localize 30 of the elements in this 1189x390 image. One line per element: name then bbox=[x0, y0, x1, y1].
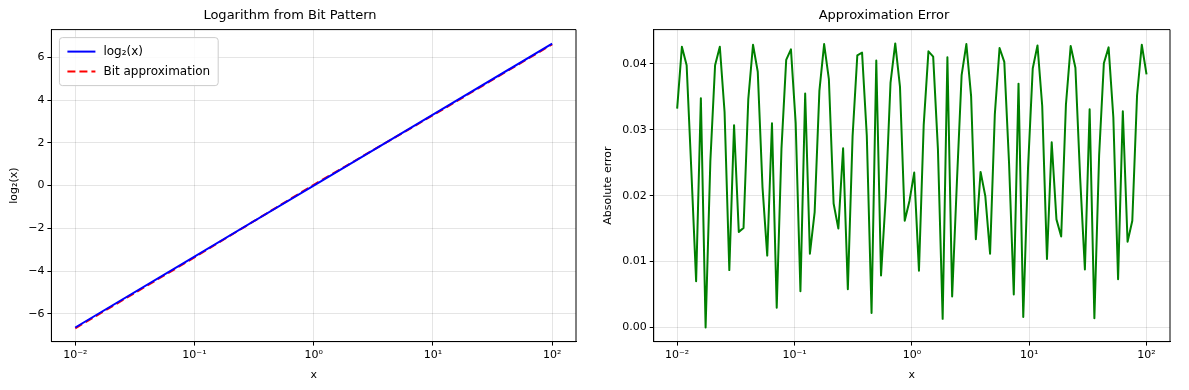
x-tick-label: 10⁻¹ bbox=[182, 348, 207, 362]
x-tick-label: 10⁻¹ bbox=[782, 348, 807, 362]
y-axis-title: log₂(x) bbox=[7, 167, 21, 204]
y-tick-label: 6 bbox=[37, 50, 45, 64]
y-tick-label: 0.00 bbox=[622, 320, 647, 334]
y-tick-label: 0.04 bbox=[622, 56, 647, 70]
x-tick-label: 10¹ bbox=[1019, 348, 1039, 362]
x-tick-label: 10² bbox=[1137, 348, 1156, 362]
y-tick-label: 0.02 bbox=[622, 188, 647, 202]
legend-label: Bit approximation bbox=[103, 63, 211, 78]
x-tick-label: 10⁻² bbox=[665, 348, 690, 362]
y-tick-label: 0.01 bbox=[622, 254, 647, 268]
x-tick-label: 10¹ bbox=[423, 348, 443, 362]
y-tick-label: 0 bbox=[37, 178, 45, 192]
y-tick-label: 4 bbox=[37, 92, 45, 106]
chart-title: Logarithm from Bit Pattern bbox=[203, 7, 377, 23]
chart-title: Approximation Error bbox=[818, 7, 950, 23]
y-tick-label: 0.03 bbox=[622, 122, 647, 136]
x-tick-label: 10⁻² bbox=[63, 348, 88, 362]
y-tick-label: 2 bbox=[37, 135, 45, 149]
x-tick-label: 10⁰ bbox=[902, 348, 922, 362]
x-axis-title: x bbox=[908, 368, 916, 382]
x-axis-title: x bbox=[310, 368, 318, 382]
legend-label: log₂(x) bbox=[103, 43, 143, 58]
y-tick-label: −6 bbox=[28, 306, 45, 320]
x-tick-label: 10⁰ bbox=[304, 348, 324, 362]
y-tick-label: −4 bbox=[28, 263, 45, 277]
y-axis-title: Absolute error bbox=[601, 146, 615, 225]
x-tick-label: 10² bbox=[542, 348, 562, 362]
y-tick-label: −2 bbox=[28, 221, 45, 235]
